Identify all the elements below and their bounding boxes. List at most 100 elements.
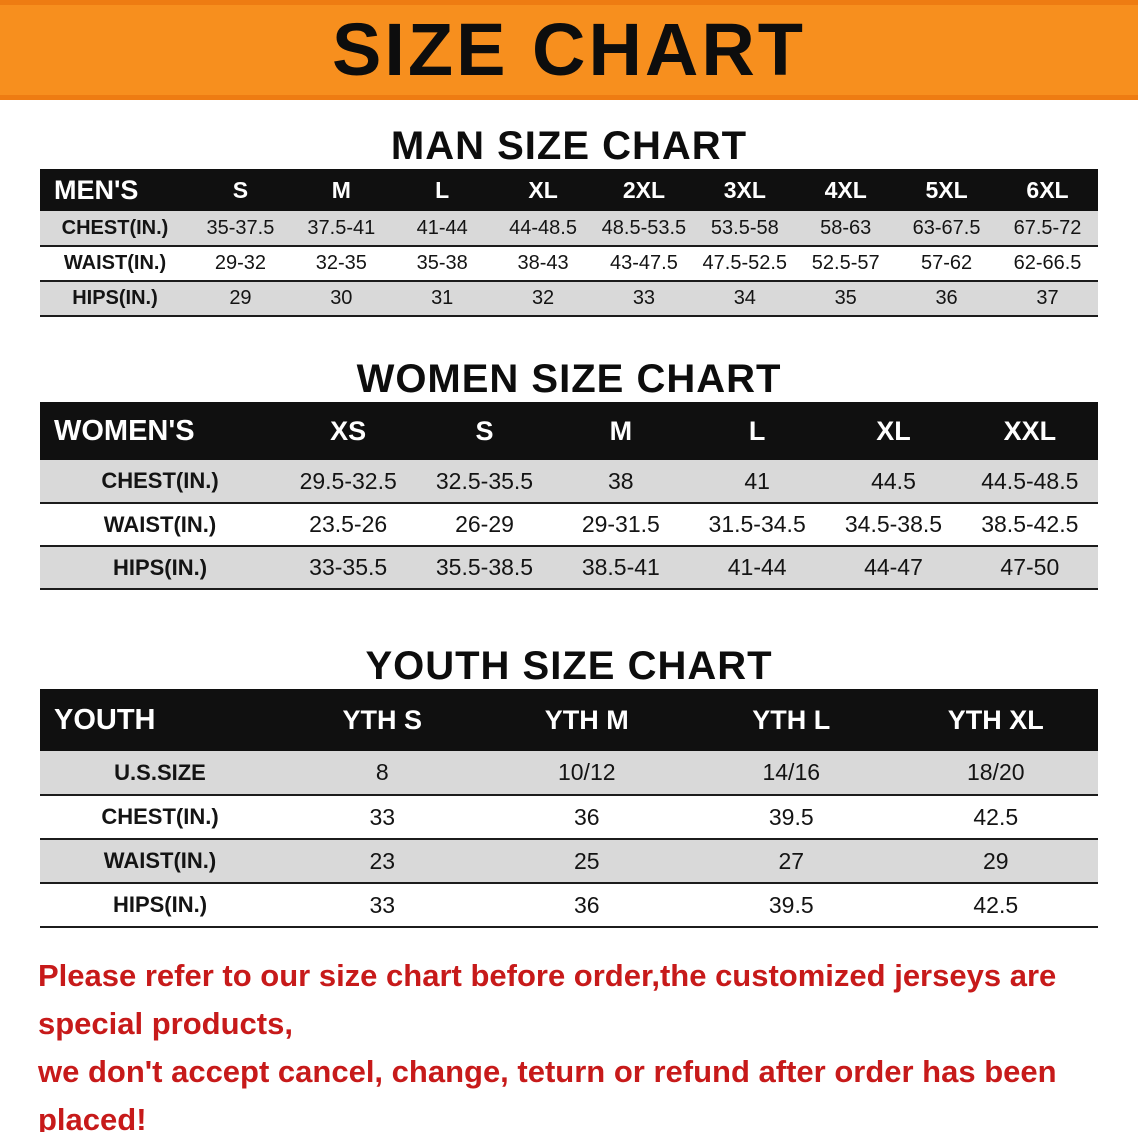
size-value-cell: 47.5-52.5 bbox=[702, 252, 788, 274]
size-value-cell: 23 bbox=[369, 847, 396, 874]
size-value-cell: 67.5-72 bbox=[1013, 216, 1082, 239]
size-value-cell: 41 bbox=[744, 467, 770, 494]
measurement-row-label: U.S.SIZE bbox=[114, 759, 206, 785]
size-value-cell: 42.5 bbox=[973, 803, 1019, 830]
table-row: HIPS(IN.) 29 30 31 32 33 34 35 36 37 bbox=[40, 281, 1098, 316]
table-row: CHEST(IN.) 33 36 39.5 42.5 bbox=[40, 795, 1098, 839]
size-value-cell: 57-62 bbox=[920, 252, 973, 274]
size-value-cell: 31 bbox=[431, 287, 454, 309]
size-chart-banner: SIZE CHART bbox=[0, 0, 1138, 100]
table-corner-label: WOMEN'S bbox=[40, 402, 280, 460]
size-value-cell: 62-66.5 bbox=[1013, 252, 1082, 274]
size-value-cell: 41-44 bbox=[727, 554, 787, 580]
youth-size-section: YOUTH SIZE CHART YOUTH YTH S YTH M YTH L YTH… bbox=[0, 644, 1138, 928]
size-value-cell: 34 bbox=[733, 287, 756, 309]
size-value-cell: 29 bbox=[229, 287, 252, 309]
table-header-row: MEN'S S M L XL 2XL 3XL 4XL 5XL 6XL bbox=[40, 169, 1098, 211]
women-size-table: WOMEN'S XS S M L XL XXL CHEST(IN.) 29.5-32.5 32.5… bbox=[40, 402, 1098, 590]
measurement-row-label: WAIST(IN.) bbox=[103, 848, 217, 873]
size-value-cell: 23.5-26 bbox=[309, 511, 388, 537]
size-column-header: L bbox=[391, 169, 493, 211]
size-column-header: YTH S bbox=[280, 689, 485, 751]
size-value-cell: 43-47.5 bbox=[610, 252, 678, 274]
size-value-cell: 39.5 bbox=[768, 891, 814, 918]
size-value-cell: 29-32 bbox=[214, 252, 267, 274]
measurement-row-label: HIPS(IN.) bbox=[72, 287, 158, 309]
size-value-cell: 37 bbox=[1036, 287, 1059, 309]
table-row: WAIST(IN.) 23.5-26 26-29 29-31.5 31.5-34.5 34… bbox=[40, 503, 1098, 546]
size-column-header: M bbox=[290, 169, 392, 211]
size-value-cell: 44-47 bbox=[864, 554, 923, 580]
size-value-cell: 32-35 bbox=[315, 252, 367, 274]
measurement-row-label: CHEST(IN.) bbox=[61, 216, 169, 239]
measurement-row-label: HIPS(IN.) bbox=[112, 892, 208, 917]
size-value-cell: 39.5 bbox=[768, 803, 814, 830]
measurement-row-label: WAIST(IN.) bbox=[103, 511, 217, 537]
size-value-cell: 32 bbox=[531, 287, 555, 309]
measurement-row-label: WAIST(IN.) bbox=[63, 252, 167, 274]
size-value-cell: 36 bbox=[935, 287, 958, 309]
measurement-row-label: CHEST(IN.) bbox=[101, 804, 219, 829]
table-corner-label: MEN'S bbox=[40, 169, 190, 211]
size-value-cell: 35 bbox=[834, 287, 857, 309]
size-value-cell: 14/16 bbox=[762, 759, 821, 785]
youth-size-table: YOUTH YTH S YTH M YTH L YTH XL U.S.SIZE 8 10/12… bbox=[40, 689, 1098, 928]
men-size-section: MAN SIZE CHART MEN'S S M L XL 2XL 3XL 4XL 5XL 6XL… bbox=[0, 124, 1138, 317]
size-column-header: YTH XL bbox=[893, 689, 1098, 751]
men-section-heading: MAN SIZE CHART bbox=[390, 124, 748, 168]
size-value-cell: 36 bbox=[573, 891, 600, 918]
size-value-cell: 44-48.5 bbox=[509, 216, 577, 239]
size-column-header: L bbox=[688, 402, 826, 460]
table-header-row: YOUTH YTH S YTH M YTH L YTH XL bbox=[40, 689, 1098, 751]
table-row: CHEST(IN.) 35-37.5 37.5-41 41-44 44-48.5 48.5… bbox=[40, 211, 1098, 246]
table-row: HIPS(IN.) 33-35.5 35.5-38.5 38.5-41 41-44 44-… bbox=[40, 546, 1098, 589]
size-value-cell: 18/20 bbox=[966, 759, 1025, 785]
size-value-cell: 58-63 bbox=[820, 216, 872, 239]
size-value-cell: 32.5-35.5 bbox=[435, 467, 534, 494]
size-column-header: 3XL bbox=[694, 169, 796, 211]
women-size-section: WOMEN SIZE CHART WOMEN'S XS S M L XL XXL CHEST(… bbox=[0, 357, 1138, 590]
disclaimer-line-2: we don't accept cancel, change, teturn o… bbox=[38, 1054, 1057, 1132]
size-value-cell: 29.5-32.5 bbox=[299, 467, 397, 494]
size-value-cell: 33-35.5 bbox=[309, 554, 388, 580]
size-column-header: 5XL bbox=[896, 169, 997, 211]
size-column-header: YTH L bbox=[689, 689, 894, 751]
size-value-cell: 63-67.5 bbox=[912, 216, 981, 239]
size-value-cell: 47-50 bbox=[1000, 554, 1060, 580]
table-row: U.S.SIZE 8 10/12 14/16 18/20 bbox=[40, 751, 1098, 795]
table-corner-label: YOUTH bbox=[40, 689, 280, 751]
size-value-cell: 42.5 bbox=[973, 891, 1019, 918]
size-value-cell: 30 bbox=[330, 287, 353, 309]
table-row: WAIST(IN.) 23 25 27 29 bbox=[40, 839, 1098, 883]
size-value-cell: 8 bbox=[375, 759, 389, 785]
size-value-cell: 25 bbox=[573, 847, 600, 874]
size-column-header: 4XL bbox=[795, 169, 897, 211]
size-column-header: M bbox=[552, 402, 689, 460]
size-value-cell: 31.5-34.5 bbox=[708, 511, 806, 537]
disclaimer-line-1: Please refer to our size chart before or… bbox=[38, 958, 1057, 1041]
size-value-cell: 29 bbox=[982, 847, 1009, 874]
measurement-row-label: HIPS(IN.) bbox=[112, 554, 208, 580]
size-value-cell: 38.5-42.5 bbox=[981, 511, 1079, 537]
size-value-cell: 29-31.5 bbox=[581, 511, 660, 537]
table-header-row: WOMEN'S XS S M L XL XXL bbox=[40, 402, 1098, 460]
size-value-cell: 38-43 bbox=[517, 252, 569, 274]
size-column-header: XL bbox=[825, 402, 962, 460]
youth-section-heading: YOUTH SIZE CHART bbox=[365, 644, 773, 688]
size-value-cell: 34.5-38.5 bbox=[844, 511, 943, 537]
size-value-cell: 35-37.5 bbox=[206, 216, 275, 239]
size-column-header: 6XL bbox=[997, 169, 1098, 211]
size-column-header: 2XL bbox=[593, 169, 695, 211]
size-column-header: XL bbox=[492, 169, 594, 211]
size-value-cell: 26-29 bbox=[455, 511, 514, 537]
size-value-cell: 33 bbox=[632, 287, 656, 309]
size-value-cell: 10/12 bbox=[557, 759, 616, 785]
size-value-cell: 52.5-57 bbox=[811, 252, 880, 274]
size-column-header: S bbox=[190, 169, 291, 211]
men-size-table: MEN'S S M L XL 2XL 3XL 4XL 5XL 6XL CHEST(IN.) 35-37… bbox=[40, 169, 1098, 317]
size-value-cell: 44.5-48.5 bbox=[981, 467, 1079, 494]
size-column-header: XXL bbox=[961, 402, 1098, 460]
size-value-cell: 33 bbox=[369, 803, 396, 830]
size-value-cell: 37.5-41 bbox=[307, 216, 376, 239]
size-value-cell: 38.5-41 bbox=[581, 554, 660, 580]
